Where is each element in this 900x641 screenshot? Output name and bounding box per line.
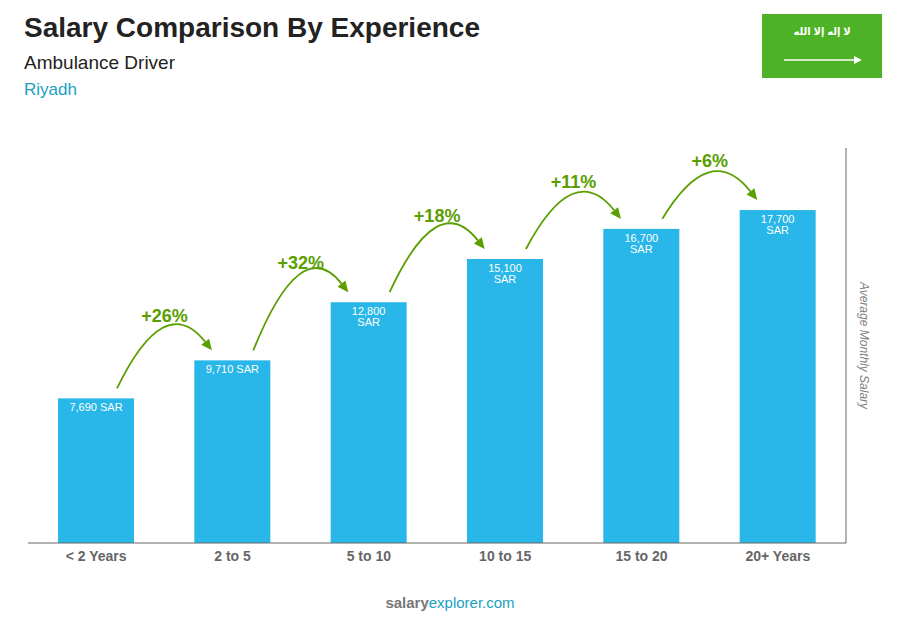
svg-text:15 to 20: 15 to 20 (615, 548, 667, 564)
svg-text:+32%: +32% (278, 253, 325, 273)
svg-text:+18%: +18% (414, 206, 461, 226)
svg-text:12,800SAR: 12,800SAR (352, 305, 386, 328)
svg-text:+11%: +11% (551, 172, 597, 192)
svg-text:15,100SAR: 15,100SAR (488, 262, 522, 285)
svg-text:20+ Years: 20+ Years (745, 548, 810, 564)
svg-text:10 to 15: 10 to 15 (479, 548, 531, 564)
svg-text:7,690 SAR: 7,690 SAR (69, 401, 122, 413)
svg-text:+6%: +6% (692, 151, 729, 171)
svg-text:5 to 10: 5 to 10 (347, 548, 392, 564)
html-text:Ambulance Driver: Ambulance Driver (24, 52, 175, 73)
svg-text:17,700SAR: 17,700SAR (761, 213, 795, 236)
svg-text:Average Monthly Salary: Average Monthly Salary (857, 281, 871, 410)
svg-text:+26%: +26% (141, 306, 188, 326)
svg-text:< 2 Years: < 2 Years (66, 548, 127, 564)
svg-text:2 to 5: 2 to 5 (214, 548, 251, 564)
svg-text:9,710 SAR: 9,710 SAR (206, 363, 259, 375)
html-text:لا إله إلا الله: لا إله إلا الله (793, 26, 851, 37)
html-text:Salary Comparison By Experienc: Salary Comparison By Experience (24, 12, 480, 43)
html-text:Riyadh: Riyadh (24, 80, 77, 99)
html-text:salary explorer.com: salary explorer.com (385, 594, 515, 611)
svg-text:16,700SAR: 16,700SAR (624, 232, 658, 255)
